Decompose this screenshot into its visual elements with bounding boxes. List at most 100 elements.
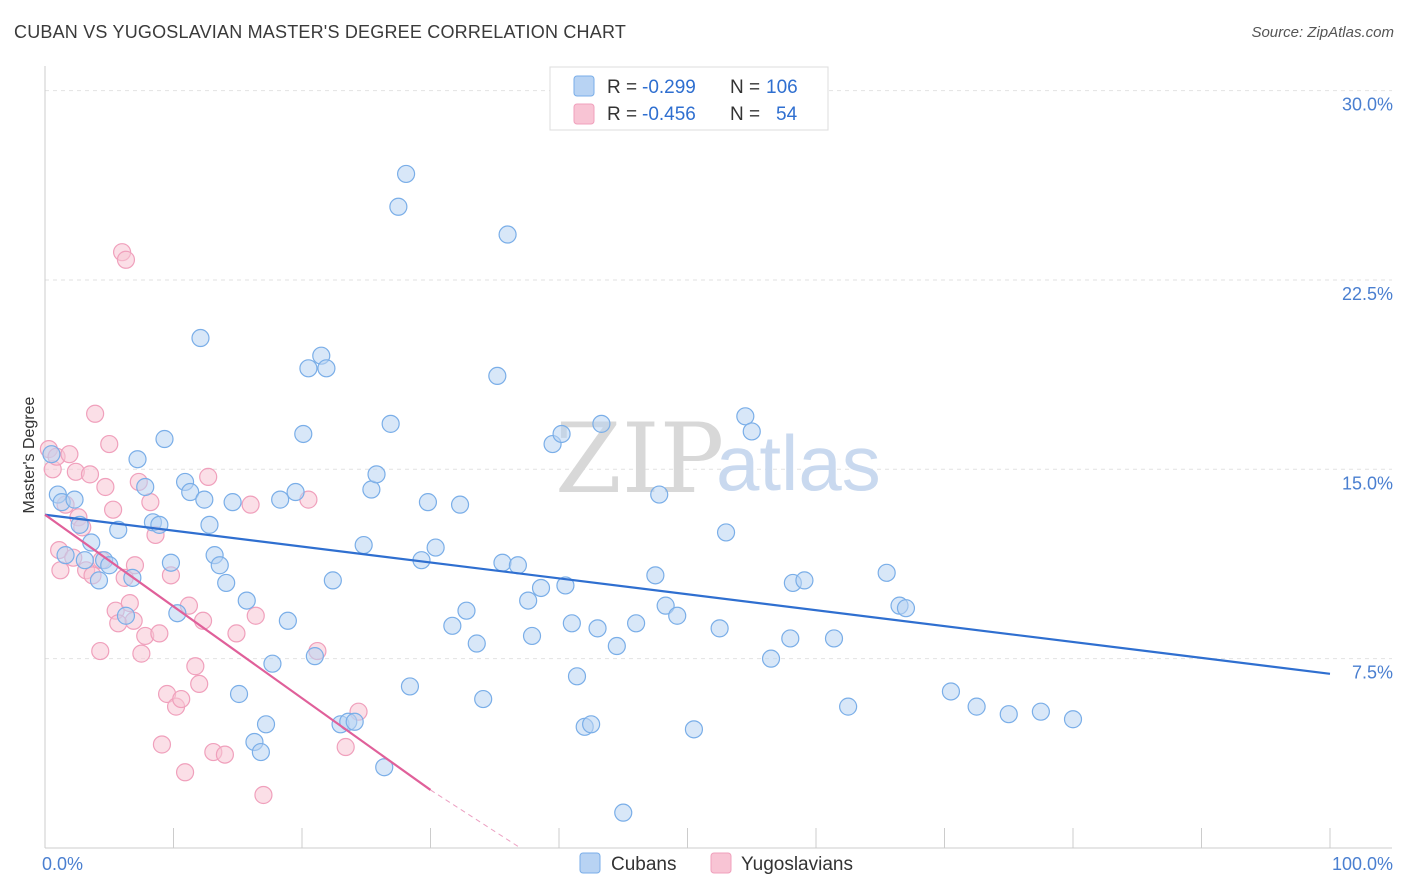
point-yugoslavians-33: [150, 624, 169, 643]
point-cubans-82: [626, 614, 646, 633]
point-cubans-54: [396, 164, 416, 184]
point-yugoslavians-17: [96, 477, 115, 497]
x-tick-label-1: 100.0%: [1332, 854, 1393, 874]
point-cubans-73: [556, 576, 575, 595]
point-cubans-31: [237, 591, 256, 610]
point-yugoslavians-44: [199, 467, 218, 486]
point-yugoslavians-46: [215, 745, 234, 764]
legend-top: R = -0.299 N = 106 R = -0.456 N = 54: [549, 66, 829, 131]
point-cubans-14: [128, 450, 147, 469]
point-cubans-41: [305, 647, 324, 666]
point-cubans-79: [592, 414, 611, 433]
point-yugoslavians-6: [60, 445, 79, 464]
point-yugoslavians-31: [141, 493, 160, 512]
point-cubans-53: [389, 197, 408, 216]
point-cubans-39: [294, 424, 313, 444]
y-tick-label-1: 15.0%: [1342, 473, 1393, 493]
point-cubans-30: [229, 684, 249, 704]
point-cubans-65: [493, 553, 512, 572]
point-cubans-23: [191, 328, 210, 348]
trend-line-yugoslavians: [44, 513, 432, 791]
point-yugoslavians-53: [336, 737, 355, 757]
point-cubans-12: [116, 606, 136, 625]
point-cubans-66: [498, 225, 517, 244]
point-cubans-98: [877, 563, 896, 582]
legend-r-label-1: R =: [607, 77, 637, 98]
point-cubans-95: [795, 571, 814, 590]
point-cubans-51: [375, 758, 394, 777]
point-cubans-8: [89, 571, 109, 590]
point-cubans-27: [210, 556, 229, 575]
legend-n-label-1: N =: [730, 77, 760, 98]
point-cubans-0: [42, 445, 61, 464]
point-cubans-40: [299, 359, 318, 378]
point-cubans-77: [582, 715, 601, 734]
legend-r-label-2: R =: [607, 104, 637, 125]
y-tick-label-2: 22.5%: [1342, 284, 1393, 304]
bottom-legend-label-cubans: Cubans: [611, 854, 677, 875]
point-cubans-91: [742, 422, 761, 441]
trend-line-yugoslavians-extension: [430, 789, 521, 849]
point-cubans-55: [400, 677, 420, 696]
point-cubans-85: [656, 596, 675, 615]
point-cubans-103: [999, 705, 1018, 724]
point-cubans-37: [278, 611, 297, 630]
point-cubans-96: [824, 629, 844, 648]
point-cubans-34: [256, 715, 276, 734]
point-cubans-88: [710, 619, 729, 638]
point-yugoslavians-15: [91, 641, 110, 661]
point-cubans-87: [684, 720, 704, 739]
point-cubans-92: [761, 649, 781, 668]
point-yugoslavians-12: [80, 465, 100, 484]
y-tick-label-3: 30.0%: [1342, 95, 1393, 115]
point-cubans-83: [646, 566, 665, 585]
legend-bottom: Cubans Yugoslavians: [579, 852, 853, 875]
legend-n-value-1: 106: [766, 77, 798, 98]
point-cubans-11: [109, 520, 128, 540]
point-cubans-22: [181, 482, 200, 502]
point-yugoslavians-19: [104, 500, 123, 519]
watermark-zip: ZIP: [555, 403, 724, 515]
point-yugoslavians-42: [190, 674, 209, 694]
point-yugoslavians-4: [51, 561, 70, 580]
point-yugoslavians-18: [100, 434, 119, 454]
point-cubans-63: [474, 689, 493, 709]
point-cubans-70: [531, 578, 551, 598]
point-yugoslavians-34: [152, 735, 172, 754]
point-cubans-68: [519, 591, 538, 610]
point-cubans-100: [896, 599, 916, 618]
point-cubans-58: [426, 538, 445, 557]
point-yugoslavians-50: [254, 785, 273, 805]
point-cubans-60: [450, 495, 470, 514]
point-cubans-61: [457, 601, 476, 620]
point-cubans-89: [716, 523, 736, 542]
point-cubans-48: [354, 535, 373, 555]
bottom-legend-swatch-cubans: [579, 852, 601, 874]
legend-n-value-2: 54: [776, 104, 798, 125]
legend-swatch-cubans: [573, 75, 595, 97]
point-yugoslavians-24: [116, 250, 136, 269]
point-cubans-24: [195, 490, 214, 509]
legend-r-value-1: -0.299: [642, 77, 696, 98]
point-cubans-90: [736, 407, 755, 426]
point-yugoslavians-39: [175, 763, 195, 782]
watermark-atlas: atlas: [716, 419, 881, 507]
point-cubans-102: [967, 697, 986, 716]
point-cubans-20: [168, 604, 187, 623]
point-cubans-43: [317, 359, 336, 378]
point-cubans-44: [323, 571, 342, 590]
y-tick-labels: 7.5% 15.0% 22.5% 30.0%: [1342, 95, 1393, 683]
point-cubans-18: [155, 429, 174, 449]
legend-n-label-2: N =: [730, 104, 760, 125]
trend-lines: [44, 513, 1331, 849]
point-cubans-17: [150, 515, 169, 534]
point-cubans-93: [781, 629, 800, 648]
watermark: ZIP atlas: [555, 403, 881, 515]
x-tick-label-0: 0.0%: [42, 854, 83, 874]
y-axis-label: Master's Degree: [21, 396, 38, 513]
point-cubans-29: [223, 493, 242, 512]
point-cubans-15: [136, 477, 155, 497]
point-cubans-74: [562, 614, 581, 633]
point-cubans-101: [941, 682, 961, 701]
